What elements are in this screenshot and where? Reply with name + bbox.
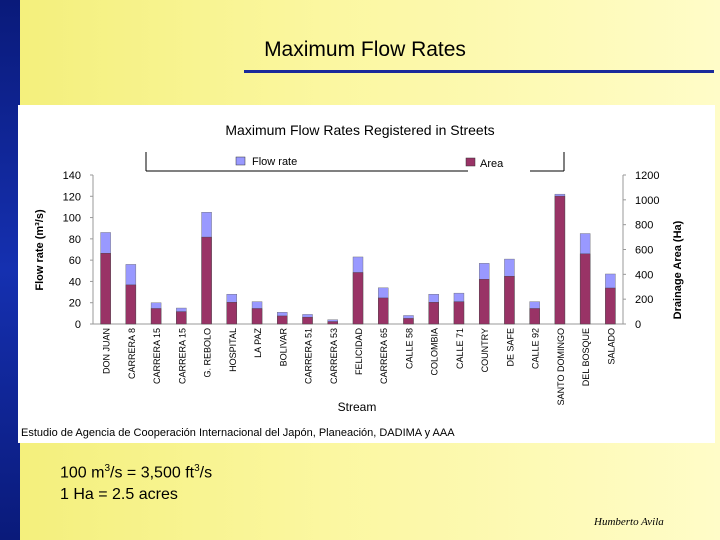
flow-rate-chart: Maximum Flow Rates Registered in Streets… — [21, 122, 684, 439]
x-tick-label: G. REBOLO — [203, 328, 213, 378]
y2-tick-label: 1200 — [635, 170, 659, 182]
y2-axis-title: Drainage Area (Ha) — [672, 220, 684, 319]
x-axis-title: Stream — [338, 400, 377, 414]
legend-label-flow: Flow rate — [252, 156, 297, 168]
legend-swatch-flow — [235, 156, 246, 166]
y-tick-label: 60 — [69, 255, 81, 267]
area-bar — [125, 284, 137, 325]
x-tick-label: CARRERA 65 — [379, 328, 389, 384]
area-bar — [201, 236, 212, 325]
area-bar — [251, 308, 263, 325]
area-bar — [579, 253, 591, 325]
x-tick-label: CALLE 58 — [404, 328, 414, 369]
y2-tick-label: 400 — [635, 269, 653, 281]
area-bar — [327, 321, 338, 325]
y2-tick-label: 1000 — [635, 195, 659, 207]
y2-tick-label: 200 — [635, 294, 653, 306]
x-tick-label: CALLE 92 — [531, 328, 541, 369]
legend-label-area: Area — [480, 158, 504, 170]
area-bar — [428, 302, 439, 325]
plot-area: 0 20 40 60 80 100 120 140 0 200 400 600 800 1000 1200 D… — [63, 170, 660, 405]
y-tick-label: 80 — [69, 234, 81, 246]
y2-tick-label: 800 — [635, 220, 653, 232]
area-bar — [554, 195, 566, 325]
x-tick-label: DON JUAN — [102, 328, 112, 374]
area-bar — [100, 253, 111, 325]
x-tick-label: DEL BOSQUE — [581, 328, 591, 386]
legend-swatch-area — [465, 157, 476, 167]
slide-title: Maximum Flow Rates — [264, 38, 466, 61]
x-tick-label: CARRERA 15 — [177, 328, 187, 384]
y-tick-label: 20 — [69, 298, 81, 310]
area-bar — [504, 275, 515, 325]
x-tick-label: CARRERA 53 — [329, 328, 339, 384]
area-bar — [226, 302, 238, 325]
x-tick-label: HOSPITAL — [228, 328, 238, 372]
chart-panel: Maximum Flow Rates Registered in Streets… — [18, 105, 715, 443]
x-tick-label: CARRERA 15 — [152, 328, 162, 384]
area-bar — [378, 297, 389, 325]
x-tick-label: BOLIVAR — [278, 328, 288, 367]
x-tick-label: SANTO DOMINGO — [556, 328, 566, 405]
area-bar — [453, 301, 465, 325]
x-tick-label: COUNTRY — [480, 328, 490, 372]
x-tick-label: CARRERA 8 — [127, 328, 137, 379]
area-bar — [352, 272, 364, 325]
area-bar — [302, 316, 313, 325]
y2-tick-label: 600 — [635, 245, 653, 257]
x-tick-label: LA PAZ — [253, 328, 263, 358]
x-tick-label: SALADO — [606, 328, 616, 365]
area-bar — [605, 287, 616, 325]
unit-notes: 100 m3/s = 3,500 ft3/s 1 Ha = 2.5 acres — [60, 458, 212, 506]
x-tick-label: CALLE 71 — [455, 328, 465, 369]
area-bar — [529, 308, 540, 325]
x-tick-label: CARRERA 51 — [304, 328, 314, 384]
x-tick-label: COLOMBIA — [430, 328, 440, 376]
y-tick-label: 140 — [63, 170, 81, 182]
area-bar — [176, 311, 187, 325]
area-bar — [277, 315, 288, 325]
author-signature: Humberto Avila — [594, 516, 664, 528]
y-tick-label: 0 — [75, 319, 81, 331]
x-tick-label: DE SAFE — [505, 328, 515, 367]
conversion-flow: 100 m3/s = 3,500 ft3/s — [60, 463, 213, 482]
conversion-area: 1 Ha = 2.5 acres — [60, 486, 178, 504]
chart-title: Maximum Flow Rates Registered in Streets — [225, 122, 494, 138]
area-bar — [150, 308, 162, 325]
y-tick-label: 100 — [63, 213, 81, 225]
area-bar — [478, 279, 490, 325]
source-note: Estudio de Agencia de Cooperación Intern… — [21, 427, 455, 439]
legend: Flow rate Area — [145, 152, 565, 172]
y-tick-label: 120 — [63, 191, 81, 203]
area-bar — [403, 318, 414, 325]
y-axis-title: Flow rate (m³/s) — [34, 209, 46, 291]
y-tick-label: 40 — [69, 276, 81, 288]
y2-tick-label: 0 — [635, 319, 641, 331]
title-rule — [244, 70, 714, 73]
x-tick-label: FELICIDAD — [354, 328, 364, 376]
left-accent-bar — [0, 0, 20, 540]
